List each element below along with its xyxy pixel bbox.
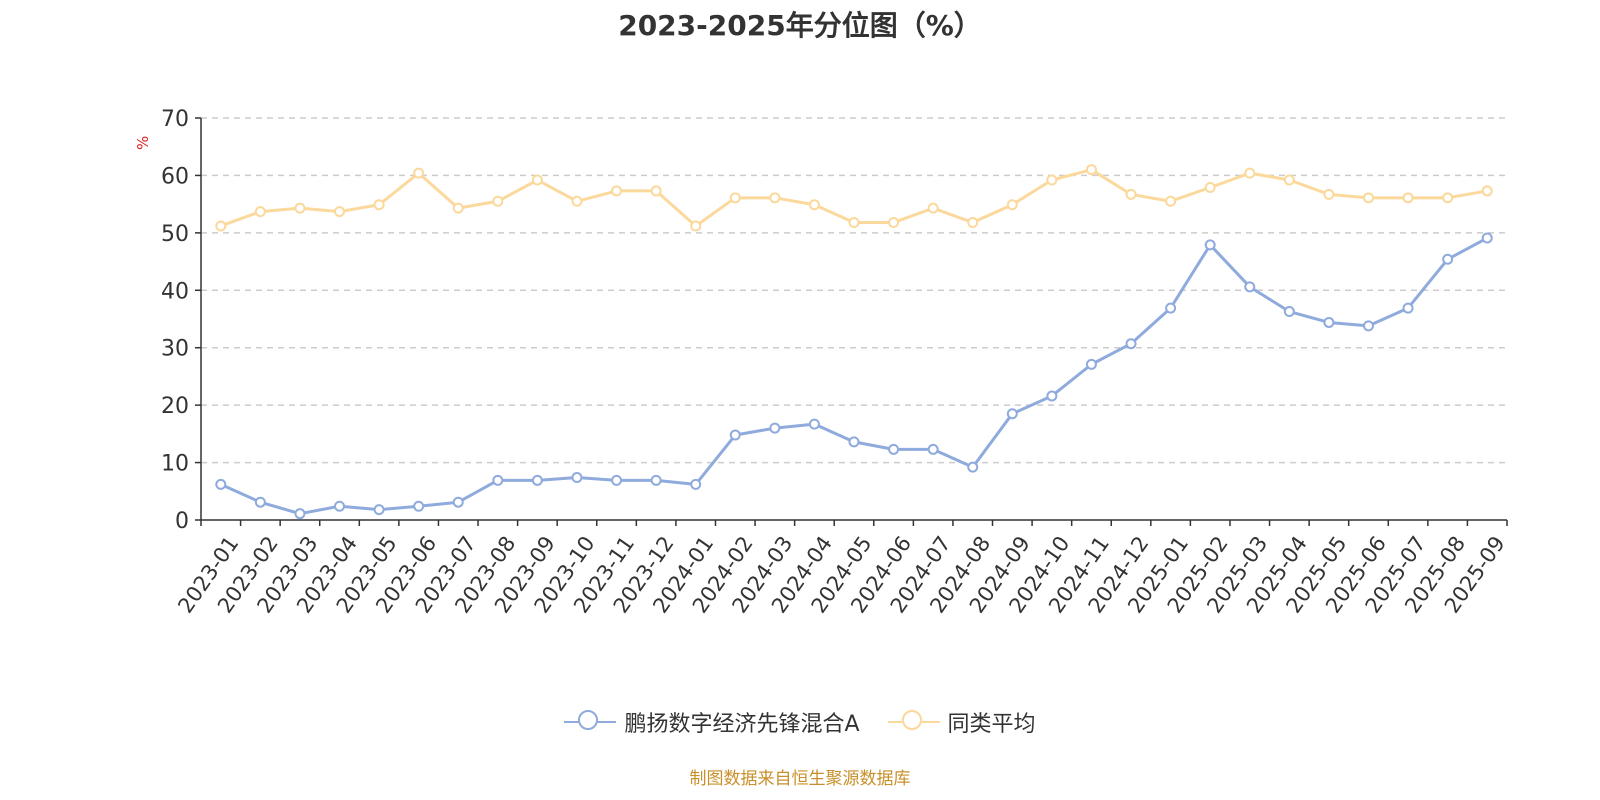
data-point-1-22 bbox=[1085, 164, 1097, 176]
data-point-0-14 bbox=[769, 422, 781, 434]
data-point-0-8 bbox=[531, 474, 543, 486]
data-point-1-20 bbox=[1006, 199, 1018, 211]
data-point-1-21 bbox=[1046, 174, 1058, 186]
data-point-0-31 bbox=[1442, 253, 1454, 265]
data-point-0-11 bbox=[650, 474, 662, 486]
data-point-0-0 bbox=[215, 478, 227, 490]
data-point-0-13 bbox=[729, 429, 741, 441]
data-point-0-24 bbox=[1165, 302, 1177, 314]
data-point-0-12 bbox=[690, 478, 702, 490]
legend-label-peer-average: 同类平均 bbox=[947, 712, 1036, 737]
y-tick-label: 60 bbox=[161, 164, 189, 189]
data-point-0-25 bbox=[1204, 239, 1216, 251]
data-point-1-17 bbox=[888, 217, 900, 229]
data-point-0-10 bbox=[611, 474, 623, 486]
data-point-0-9 bbox=[571, 472, 583, 484]
data-point-1-11 bbox=[650, 185, 662, 197]
data-point-1-19 bbox=[967, 217, 979, 229]
data-point-1-6 bbox=[452, 202, 464, 214]
data-point-1-0 bbox=[215, 220, 227, 232]
data-point-0-16 bbox=[848, 436, 860, 448]
data-point-0-26 bbox=[1244, 281, 1256, 293]
data-point-1-18 bbox=[927, 202, 939, 214]
data-point-1-8 bbox=[531, 174, 543, 186]
data-point-1-28 bbox=[1323, 188, 1335, 200]
data-point-1-9 bbox=[571, 195, 583, 207]
data-point-0-1 bbox=[254, 496, 266, 508]
data-point-1-13 bbox=[729, 192, 741, 204]
data-point-0-3 bbox=[334, 500, 346, 512]
data-point-1-23 bbox=[1125, 188, 1137, 200]
data-point-1-14 bbox=[769, 192, 781, 204]
data-point-0-7 bbox=[492, 474, 504, 486]
data-point-0-19 bbox=[967, 461, 979, 473]
data-point-0-30 bbox=[1402, 302, 1414, 314]
grid-lines bbox=[201, 117, 1507, 464]
data-point-0-23 bbox=[1125, 338, 1137, 350]
data-point-1-31 bbox=[1442, 192, 1454, 204]
legend-label-fund: 鹏扬数字经济先锋混合A bbox=[624, 712, 860, 737]
data-point-1-29 bbox=[1362, 192, 1374, 204]
data-point-0-20 bbox=[1006, 408, 1018, 420]
data-point-1-16 bbox=[848, 217, 860, 229]
data-point-1-24 bbox=[1165, 195, 1177, 207]
legend: 鹏扬数字经济先锋混合A 同类平均 bbox=[0, 706, 1600, 738]
data-point-0-18 bbox=[927, 443, 939, 455]
chart-title: 2023-2025年分位图（%） bbox=[618, 9, 982, 42]
data-point-1-25 bbox=[1204, 181, 1216, 193]
data-point-0-27 bbox=[1283, 306, 1295, 318]
y-tick-label: 0 bbox=[175, 509, 189, 534]
data-point-1-7 bbox=[492, 195, 504, 207]
data-point-1-26 bbox=[1244, 167, 1256, 179]
data-point-1-2 bbox=[294, 202, 306, 214]
data-point-1-4 bbox=[373, 199, 385, 211]
data-point-0-6 bbox=[452, 496, 464, 508]
data-point-1-15 bbox=[808, 199, 820, 211]
y-tick-label: 20 bbox=[161, 394, 189, 419]
legend-marker-fund-icon bbox=[564, 709, 617, 735]
data-point-1-5 bbox=[413, 167, 425, 179]
data-point-1-30 bbox=[1402, 192, 1414, 204]
data-point-1-3 bbox=[334, 206, 346, 218]
data-point-0-2 bbox=[294, 508, 306, 520]
data-point-1-27 bbox=[1283, 174, 1295, 186]
y-tick-label: 70 bbox=[161, 107, 189, 132]
data-point-0-15 bbox=[808, 418, 820, 430]
y-tick-label: 30 bbox=[161, 337, 189, 362]
data-point-1-12 bbox=[690, 220, 702, 232]
data-point-0-5 bbox=[413, 500, 425, 512]
axes: 0102030405060702023-012023-022023-032023… bbox=[161, 107, 1510, 617]
data-point-1-1 bbox=[254, 206, 266, 218]
series-lines bbox=[215, 164, 1493, 520]
data-point-1-10 bbox=[611, 185, 623, 197]
data-point-1-32 bbox=[1481, 185, 1493, 197]
data-point-0-28 bbox=[1323, 316, 1335, 328]
y-tick-label: 10 bbox=[161, 452, 189, 477]
y-tick-label: 50 bbox=[161, 222, 189, 247]
data-point-0-21 bbox=[1046, 390, 1058, 402]
data-point-0-4 bbox=[373, 504, 385, 516]
y-tick-label: 40 bbox=[161, 279, 189, 304]
legend-item-peer-average[interactable]: 同类平均 bbox=[887, 706, 1036, 738]
data-point-0-32 bbox=[1481, 232, 1493, 244]
data-point-0-17 bbox=[888, 443, 900, 455]
data-point-0-29 bbox=[1362, 320, 1374, 332]
line-chart: 0102030405060702023-012023-022023-032023… bbox=[161, 107, 1510, 617]
legend-marker-peer-average-icon bbox=[887, 709, 940, 735]
legend-item-fund[interactable]: 鹏扬数字经济先锋混合A bbox=[564, 706, 860, 738]
data-source-note: 制图数据来自恒生聚源数据库 bbox=[689, 769, 911, 789]
series-line-0 bbox=[220, 236, 1488, 516]
data-point-0-22 bbox=[1085, 358, 1097, 370]
